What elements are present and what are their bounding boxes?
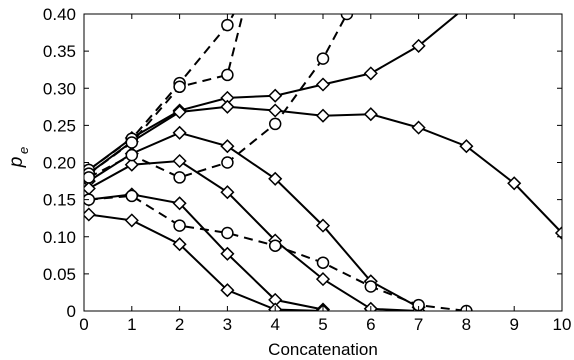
x-tick-label: 4 <box>270 315 279 334</box>
diamond-point <box>411 120 426 135</box>
diamond-point <box>172 196 187 211</box>
y-axis-label: p e <box>6 147 31 169</box>
x-tick-label: 0 <box>79 315 88 334</box>
series-line <box>88 213 324 311</box>
diamond-point <box>268 103 283 118</box>
diamond-point <box>124 157 139 172</box>
series-7 <box>84 14 235 177</box>
series-line <box>88 131 420 309</box>
series-2 <box>84 99 562 241</box>
circle-point <box>173 171 186 184</box>
y-tick-label: 0.25 <box>43 116 76 135</box>
circle-point <box>173 219 186 232</box>
diamond-point <box>315 108 331 123</box>
circle-point <box>173 80 186 94</box>
diamond-point <box>172 104 187 120</box>
y-tick-label: 0.10 <box>43 228 76 247</box>
series-4 <box>84 153 426 311</box>
diamond-point <box>411 38 426 53</box>
y-tick-label: 0.30 <box>43 79 76 98</box>
circle-point <box>84 171 96 184</box>
x-tick-label: 2 <box>175 315 184 334</box>
series-10 <box>84 189 473 311</box>
diamond-point <box>507 176 522 191</box>
x-tick-label: 8 <box>462 315 471 334</box>
diamond-point <box>172 153 187 169</box>
circle-point <box>268 239 282 252</box>
circle-point <box>125 148 139 162</box>
circle-point <box>221 68 234 82</box>
circle-point <box>316 256 330 269</box>
diamond-point <box>172 237 187 252</box>
diamond-point <box>220 246 235 261</box>
y-tick-label: 0.40 <box>43 5 76 24</box>
y-tick-label: 0.15 <box>43 191 76 210</box>
diamond-point <box>268 171 283 186</box>
circle-point <box>268 117 282 131</box>
diamond-point <box>220 283 235 298</box>
x-axis-label: Concatenation <box>268 340 378 359</box>
diamond-point <box>363 66 378 81</box>
y-axis-label-main: p <box>6 157 27 169</box>
x-tick-label: 9 <box>509 315 518 334</box>
y-tick-label: 0 <box>67 302 76 321</box>
circle-point <box>125 136 139 149</box>
x-tick-label: 7 <box>414 315 423 334</box>
x-tick-label: 6 <box>366 315 375 334</box>
diamond-point <box>363 107 378 122</box>
x-tick-label: 1 <box>127 315 136 334</box>
x-tick-label: 10 <box>553 315 572 334</box>
diamond-point <box>268 88 283 103</box>
circle-point <box>316 52 330 65</box>
y-tick-label: 0.20 <box>43 154 76 173</box>
diamond-point <box>554 225 562 241</box>
diamond-point <box>220 99 235 114</box>
y-tick-label: 0.35 <box>43 42 76 61</box>
circle-point <box>125 189 139 203</box>
diamond-point <box>172 125 187 140</box>
circle-point <box>364 280 378 293</box>
diamond-point <box>84 207 96 222</box>
diamond-point <box>124 213 139 228</box>
circle-point <box>221 226 234 240</box>
ticks-layer: 0 1 2 3 4 5 6 7 8 9 10 0 0.05 0.10 0.15 0.20 0.25 0.30 0.3… <box>43 5 572 334</box>
series-6 <box>84 207 331 311</box>
x-tick-label: 5 <box>318 315 327 334</box>
x-tick-label: 3 <box>223 315 232 334</box>
circle-point <box>340 14 354 21</box>
circle-point <box>84 193 96 206</box>
diamond-point <box>459 139 474 154</box>
circle-point <box>221 156 234 169</box>
diamond-point <box>220 185 235 200</box>
diamond-point <box>220 139 235 154</box>
diamond-point <box>315 218 331 233</box>
y-axis-label-sub: e <box>16 147 31 154</box>
diamond-point <box>315 77 331 92</box>
series-line <box>88 159 419 311</box>
series-9 <box>84 14 354 184</box>
series-line <box>88 14 459 171</box>
circle-point <box>221 18 234 32</box>
y-tick-label: 0.05 <box>43 265 76 284</box>
series-line <box>88 194 467 311</box>
diamond-point <box>315 272 331 287</box>
series-layer <box>84 14 562 311</box>
